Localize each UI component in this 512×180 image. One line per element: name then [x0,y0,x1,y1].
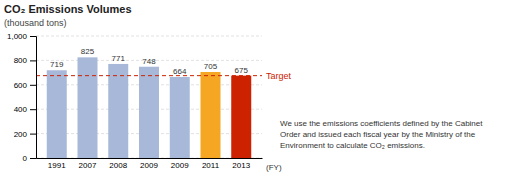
x-tick: 2009 [171,161,189,170]
subtitle: (thousand tons) [4,18,67,28]
bar [47,70,67,158]
title: CO₂ Emissions Volumes [4,3,132,15]
y-tick: 600 [14,81,36,90]
y-tick-mark [30,36,36,37]
data-label: 771 [112,54,126,63]
y-tick-mark [30,134,36,135]
data-label: 825 [81,47,95,56]
y-tick-mark [30,158,36,159]
y-tick: 800 [14,56,36,65]
y-tick: 200 [14,130,36,139]
data-labels: 719 825 771 748 664 705 675 [50,47,248,76]
bar [201,72,221,158]
grid-line [36,36,262,37]
data-label: 664 [173,67,187,76]
annotation-line: Order and issued each fiscal year by the… [280,130,476,139]
annotation: We use the emissions coefficients define… [280,119,483,150]
y-tick-label: 400 [14,105,28,114]
x-tick-label: 2007 [79,161,97,170]
x-axis-label: (FY) [266,163,282,172]
x-tick-label: 1991 [48,161,66,170]
x-axis: 1991 2007 2008 2009 2009 2011 2013 [37,159,263,170]
y-tick-mark [30,60,36,61]
x-tick-label: 2009 [171,161,189,170]
y-tick: 1,000 [7,32,36,41]
reference-label: Target [266,71,292,81]
bar [170,77,190,158]
y-tick-mark [30,109,36,110]
bar [78,57,98,158]
x-tick: 2011 [202,161,220,170]
x-tick: 2009 [140,161,158,170]
x-tick: 2008 [109,161,127,170]
y-tick-mark [30,85,36,86]
data-label: 675 [235,66,249,75]
y-tick-label: 200 [14,130,28,139]
bar [139,67,159,158]
y-tick-label: 1,000 [7,32,28,41]
data-label: 748 [142,57,156,66]
bar [231,76,251,158]
reference-line [36,75,262,76]
x-tick-label: 2008 [109,161,127,170]
grid [36,36,262,158]
x-tick-label: 2009 [140,161,158,170]
x-tick: 2013 [232,161,250,170]
x-axis-line [37,158,263,159]
y-tick-label: 600 [14,81,28,90]
bars [36,57,262,158]
bar [108,64,128,158]
annotation-line: Environment to calculate CO₂ emissions. [280,141,425,150]
y-tick: 400 [14,105,36,114]
y-axis-line [30,37,37,159]
x-tick: 1991 [48,161,66,170]
y-tick-label: 0 [23,154,28,163]
x-tick-label: 2011 [202,161,220,170]
x-tick: 2007 [79,161,97,170]
y-tick: 0 [23,154,36,163]
x-tick-label: 2013 [232,161,250,170]
chart: CO₂ Emissions Volumes (thousand tons) Targ… [0,0,512,180]
data-label: 705 [204,62,218,71]
y-tick-label: 800 [14,56,28,65]
y-axis: 0 200 400 600 800 1,000 [7,32,37,163]
annotation-line: We use the emissions coefficients define… [280,119,483,128]
data-label: 719 [50,60,64,69]
